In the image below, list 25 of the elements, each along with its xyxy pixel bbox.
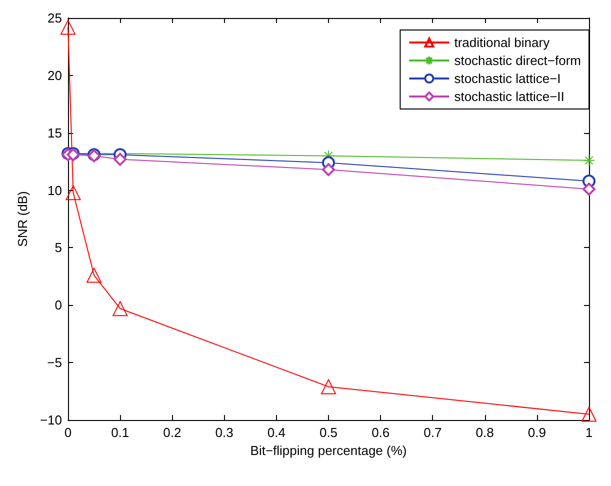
legend-label: stochastic lattice−II xyxy=(454,89,564,104)
x-tick-label: 0.1 xyxy=(111,425,130,440)
x-tick-label: 0.6 xyxy=(372,425,390,440)
legend-label: stochastic lattice−I xyxy=(454,71,561,86)
y-tick-label: 10 xyxy=(48,182,62,198)
y-tick-label: 25 xyxy=(48,10,62,26)
y-tick-label: 0 xyxy=(54,298,62,313)
x-tick-label: 0.5 xyxy=(319,425,338,440)
x-tick-label: 0 xyxy=(64,425,72,440)
legend-label: traditional binary xyxy=(454,35,550,50)
y-tick-label: 5 xyxy=(54,240,62,256)
y-tick-label: −10 xyxy=(40,412,62,428)
x-axis-title: Bit−flipping percentage (%) xyxy=(250,443,407,458)
x-tick-label: 0.3 xyxy=(215,425,234,440)
x-tick-label: 0.8 xyxy=(476,425,494,440)
y-tick-label: 15 xyxy=(48,125,62,140)
x-tick-label: 0.9 xyxy=(528,425,546,440)
x-tick-label: 1 xyxy=(585,425,593,440)
y-tick-label: 20 xyxy=(48,68,62,83)
y-axis-title: SNR (dB) xyxy=(15,191,30,247)
x-tick-label: 0.2 xyxy=(163,425,182,440)
legend-label: stochastic direct−form xyxy=(454,53,581,68)
y-tick-label: −5 xyxy=(47,355,62,370)
x-tick-label: 0.4 xyxy=(267,425,286,440)
x-tick-label: 0.7 xyxy=(424,425,442,440)
